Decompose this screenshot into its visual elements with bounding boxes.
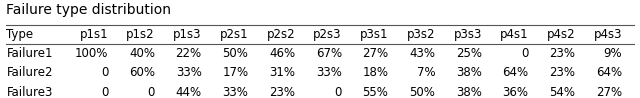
Text: 55%: 55% [363,86,388,98]
Text: 22%: 22% [175,47,202,60]
Text: 7%: 7% [417,66,435,79]
Text: 0: 0 [334,86,342,98]
Text: 44%: 44% [175,86,202,98]
Text: 43%: 43% [409,47,435,60]
Text: 0: 0 [521,47,529,60]
Text: p1s2: p1s2 [126,28,155,41]
Text: 23%: 23% [269,86,295,98]
Text: Type: Type [6,28,33,41]
Text: 9%: 9% [604,47,622,60]
Text: 60%: 60% [129,66,155,79]
Text: p3s3: p3s3 [454,28,482,41]
Text: p4s3: p4s3 [593,28,622,41]
Text: 33%: 33% [176,66,202,79]
Text: p3s1: p3s1 [360,28,388,41]
Text: p2s2: p2s2 [266,28,295,41]
Text: p1s3: p1s3 [173,28,202,41]
Text: 27%: 27% [596,86,622,98]
Text: 0: 0 [147,86,155,98]
Text: 0: 0 [100,66,108,79]
Text: 100%: 100% [75,47,108,60]
Text: 23%: 23% [549,47,575,60]
Text: 54%: 54% [549,86,575,98]
Text: 31%: 31% [269,66,295,79]
Text: 33%: 33% [223,86,248,98]
Text: 46%: 46% [269,47,295,60]
Text: 38%: 38% [456,86,482,98]
Text: Failure1: Failure1 [6,47,53,60]
Text: p2s1: p2s1 [220,28,248,41]
Text: 38%: 38% [456,66,482,79]
Text: p1s1: p1s1 [79,28,108,41]
Text: 67%: 67% [316,47,342,60]
Text: p3s2: p3s2 [406,28,435,41]
Text: Failure type distribution: Failure type distribution [6,3,172,17]
Text: 50%: 50% [223,47,248,60]
Text: 50%: 50% [410,86,435,98]
Text: 40%: 40% [129,47,155,60]
Text: 18%: 18% [362,66,388,79]
Text: 0: 0 [100,86,108,98]
Text: 25%: 25% [456,47,482,60]
Text: p4s2: p4s2 [547,28,575,41]
Text: p2s3: p2s3 [313,28,342,41]
Text: p4s1: p4s1 [500,28,529,41]
Text: 17%: 17% [222,66,248,79]
Text: 23%: 23% [549,66,575,79]
Text: 27%: 27% [362,47,388,60]
Text: 64%: 64% [502,66,529,79]
Text: Failure2: Failure2 [6,66,53,79]
Text: 64%: 64% [596,66,622,79]
Text: 33%: 33% [316,66,342,79]
Text: Failure3: Failure3 [6,86,52,98]
Text: 36%: 36% [502,86,529,98]
